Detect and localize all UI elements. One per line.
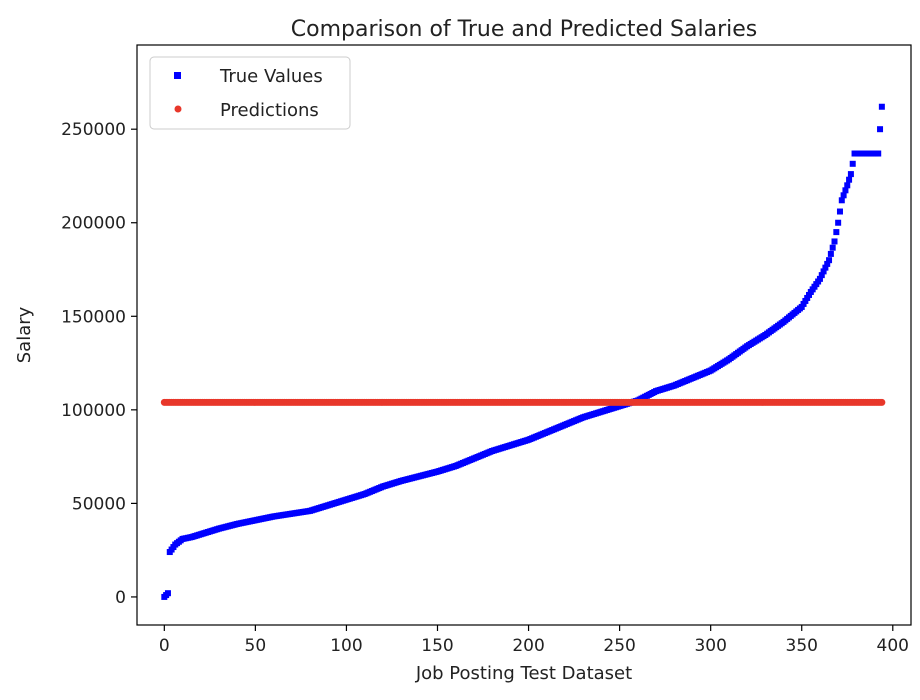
x-axis-label: Job Posting Test Dataset (415, 663, 632, 684)
x-tick-label: 350 (786, 636, 818, 656)
true-value-point (877, 126, 884, 133)
true-value-point (840, 192, 847, 199)
x-tick-label: 400 (877, 636, 909, 656)
x-tick-label: 300 (694, 636, 726, 656)
true-value-point (833, 229, 840, 236)
y-tick-label: 0 (115, 588, 126, 608)
x-tick-label: 0 (159, 636, 170, 656)
true-value-point (838, 197, 845, 204)
y-tick-label: 50000 (72, 494, 126, 514)
true-value-point (831, 238, 838, 245)
true-value-point (820, 268, 827, 275)
x-tick-label: 100 (330, 636, 362, 656)
legend-label-true-values: True Values (219, 66, 323, 87)
axes-frame (136, 44, 912, 626)
true-value-point (847, 171, 854, 178)
legend-label-predictions: Predictions (220, 100, 319, 121)
legend-marker-predictions (174, 105, 182, 113)
y-tick-label: 100000 (61, 401, 126, 421)
true-value-point (842, 187, 849, 194)
axes: 0 50 100 150 200 250 300 350 400 0 50000 100000 1500… (61, 44, 912, 656)
x-tick-label: 150 (421, 636, 453, 656)
true-value-point (875, 150, 882, 157)
true-value-point (822, 264, 829, 271)
x-tick-label: 250 (603, 636, 635, 656)
x-tick-label: 200 (512, 636, 544, 656)
true-value-point (835, 219, 842, 226)
plot-area (160, 103, 886, 600)
legend: True Values Predictions (149, 56, 351, 130)
true-value-point (824, 260, 831, 267)
true-value-point (829, 244, 836, 251)
true-value-point (844, 182, 851, 189)
prediction-point (878, 398, 886, 406)
y-tick-label: 150000 (61, 307, 126, 327)
true-value-point (818, 272, 825, 279)
legend-marker-true-values (174, 72, 181, 79)
true-value-point (849, 160, 856, 167)
true-value-point (836, 208, 843, 215)
true-value-point (878, 103, 885, 110)
true-value-point (846, 176, 853, 183)
y-tick-label: 250000 (61, 120, 126, 140)
chart-title: Comparison of True and Predicted Salarie… (291, 17, 757, 42)
true-value-point (826, 257, 833, 264)
y-tick-label: 200000 (61, 214, 126, 234)
x-tick-label: 50 (245, 636, 267, 656)
true-value-point (164, 590, 171, 597)
y-axis-label: Salary (14, 306, 35, 363)
true-value-point (827, 250, 834, 257)
legend-box (149, 56, 351, 130)
true-value-point (816, 275, 823, 282)
